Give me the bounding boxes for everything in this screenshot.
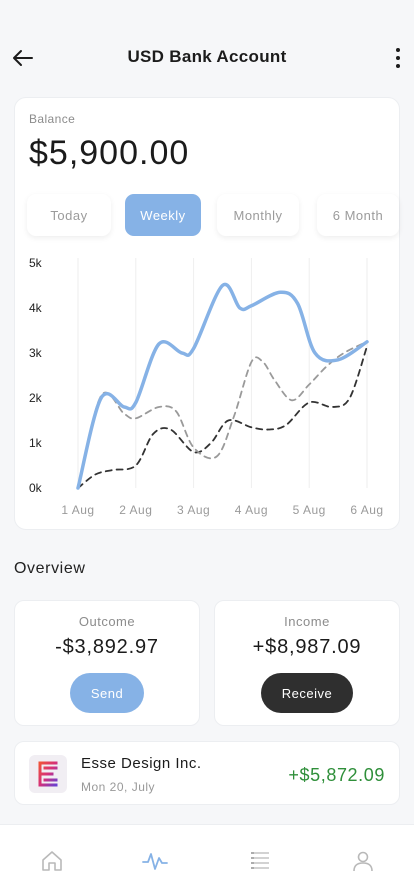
- period-tabs: Today Weekly Monthly 6 Month: [27, 194, 399, 236]
- x-tick-label: 1 Aug: [61, 503, 94, 517]
- activity-icon: [142, 853, 168, 870]
- income-label: Income: [284, 614, 330, 629]
- y-tick-label: 3k: [29, 346, 43, 360]
- user-icon: [353, 851, 373, 872]
- tab-6-month[interactable]: 6 Month: [317, 194, 399, 236]
- nav-home[interactable]: [38, 847, 66, 875]
- more-options-button[interactable]: [390, 44, 406, 72]
- income-value: +$8,987.09: [252, 636, 362, 658]
- page-title: USD Bank Account: [127, 47, 287, 66]
- nav-activity[interactable]: [141, 847, 169, 875]
- y-tick-label: 0k: [29, 481, 43, 495]
- send-button[interactable]: Send: [70, 673, 144, 713]
- transaction-amount: +$5,872.09: [288, 765, 385, 785]
- y-tick-label: 5k: [29, 256, 43, 270]
- balance-label: Balance: [29, 112, 76, 126]
- transaction-item[interactable]: Esse Design Inc. Mon 20, July +$5,872.09: [14, 741, 400, 805]
- app-header: USD Bank Account: [0, 0, 414, 96]
- list-icon: [251, 852, 269, 869]
- income-card: Income +$8,987.09 Receive: [214, 600, 400, 726]
- more-vertical-icon: [396, 56, 400, 60]
- home-icon: [42, 851, 62, 871]
- outcome-label: Outcome: [78, 614, 136, 629]
- back-button[interactable]: [10, 45, 36, 71]
- receive-button[interactable]: Receive: [261, 673, 353, 713]
- balance-amount: $5,900.00: [29, 134, 190, 172]
- y-tick-label: 4k: [29, 301, 43, 315]
- x-tick-label: 6 Aug: [350, 503, 383, 517]
- more-vertical-icon: [396, 64, 400, 68]
- x-tick-label: 5 Aug: [293, 503, 326, 517]
- dashed-series-line: [77, 340, 368, 489]
- overview-title: Overview: [14, 560, 86, 577]
- more-vertical-icon: [396, 48, 400, 52]
- transaction-date: Mon 20, July: [81, 780, 156, 794]
- tab-monthly[interactable]: Monthly: [217, 194, 299, 236]
- tab-today[interactable]: Today: [27, 194, 111, 236]
- outcome-value: -$3,892.97: [55, 636, 159, 658]
- esse-logo-icon: [29, 755, 67, 793]
- nav-list[interactable]: [246, 847, 274, 875]
- balance-line-chart: 0k 1k 2k 3k 4k 5k 1 Aug 2 Aug 3 Aug 4 Aug 5 Aug 6 A…: [29, 256, 383, 517]
- y-tick-label: 2k: [29, 391, 43, 405]
- x-tick-label: 4 Aug: [235, 503, 268, 517]
- x-tick-label: 2 Aug: [119, 503, 152, 517]
- arrow-left-icon: [13, 50, 33, 66]
- transaction-name: Esse Design Inc.: [81, 755, 202, 772]
- dashed-series-line: [77, 345, 368, 489]
- tab-weekly[interactable]: Weekly: [125, 194, 201, 236]
- outcome-card: Outcome -$3,892.97 Send: [14, 600, 200, 726]
- x-tick-label: 3 Aug: [177, 503, 210, 517]
- y-tick-label: 1k: [29, 436, 43, 450]
- bottom-navigation: [0, 824, 414, 896]
- balance-card: Balance $5,900.00 Today Weekly Monthly 6…: [14, 97, 400, 530]
- solid-series-line: [76, 282, 369, 490]
- nav-profile[interactable]: [349, 847, 377, 875]
